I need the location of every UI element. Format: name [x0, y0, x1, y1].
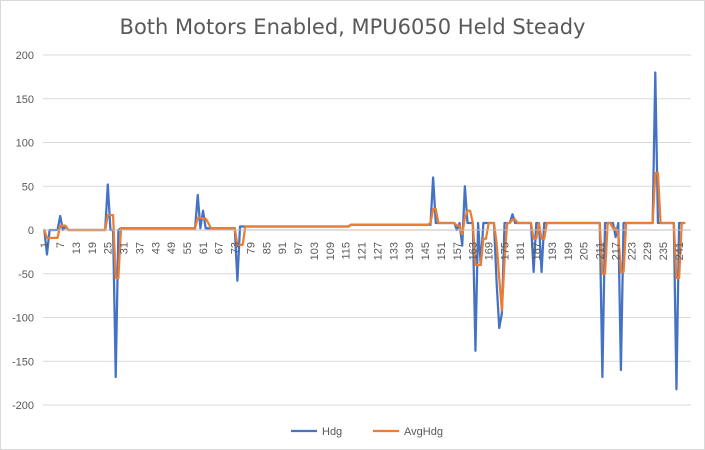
x-tick-label: 67: [214, 242, 226, 254]
x-tick-label: 205: [579, 242, 591, 260]
x-tick-label: 103: [309, 242, 321, 260]
chart-title: Both Motors Enabled, MPU6050 Held Steady: [120, 15, 586, 39]
x-tick-label: 7: [55, 242, 67, 248]
x-tick-label: 223: [626, 242, 638, 260]
x-tick-label: 187: [531, 242, 543, 260]
x-tick-label: 109: [325, 242, 337, 260]
x-tick-label: 133: [388, 242, 400, 260]
y-axis: 200 150 100 50 0 -50 -100 -150 -200: [12, 50, 34, 412]
x-tick-label: 175: [499, 242, 511, 260]
legend: Hdg AvgHdg: [291, 426, 443, 438]
legend-item-avghdg: AvgHdg: [373, 426, 443, 438]
x-tick-label: 61: [198, 242, 210, 254]
x-tick-label: 25: [103, 242, 115, 254]
x-tick-label: 13: [71, 242, 83, 254]
x-tick-label: 139: [404, 242, 416, 260]
x-tick-label: 37: [134, 242, 146, 254]
x-tick-label: 55: [182, 242, 194, 254]
x-tick-label: 121: [357, 242, 369, 260]
x-tick-label: 43: [150, 242, 162, 254]
x-tick-label: 217: [610, 242, 622, 260]
x-tick-label: 145: [420, 242, 432, 260]
x-tick-label: 157: [452, 242, 464, 260]
x-tick-label: 229: [642, 242, 654, 260]
x-tick-label: 97: [293, 242, 305, 254]
legend-label: Hdg: [322, 426, 342, 438]
series-line-hdg: [43, 71, 686, 391]
x-tick-label: 85: [261, 242, 273, 254]
y-tick-label: 0: [28, 225, 34, 237]
series-lines: [43, 71, 686, 391]
x-tick-label: 79: [245, 242, 257, 254]
x-tick-label: 1: [39, 242, 51, 248]
y-tick-label: 50: [22, 181, 34, 193]
x-tick-label: 181: [515, 242, 527, 260]
y-tick-label: -100: [12, 313, 34, 325]
x-tick-label: 19: [87, 242, 99, 254]
x-tick-label: 73: [230, 242, 242, 254]
series-line-avghdg: [43, 172, 686, 312]
x-tick-label: 199: [563, 242, 575, 260]
x-tick-label: 163: [468, 242, 480, 260]
x-tick-label: 169: [484, 242, 496, 260]
legend-label: AvgHdg: [404, 426, 443, 438]
x-tick-label: 211: [595, 242, 607, 260]
y-tick-label: -50: [18, 269, 34, 281]
y-tick-label: 100: [16, 138, 34, 150]
y-tick-label: -200: [12, 400, 34, 412]
x-tick-label: 115: [341, 242, 353, 260]
x-tick-label: 49: [166, 242, 178, 254]
x-tick-label: 193: [547, 242, 559, 260]
y-tick-label: -150: [12, 356, 34, 368]
y-tick-label: 200: [16, 50, 34, 62]
x-axis: 1 7 13 19 25 31 37 43 49 55 61 67 73 79 85 91 97 103 109 11…: [39, 229, 691, 260]
x-tick-label: 91: [277, 242, 289, 254]
y-tick-label: 150: [16, 94, 34, 106]
legend-item-hdg: Hdg: [291, 426, 342, 438]
x-tick-label: 127: [372, 242, 384, 260]
x-tick-label: 241: [674, 242, 686, 260]
x-tick-label: 235: [658, 242, 670, 260]
x-tick-label: 31: [119, 242, 131, 254]
x-tick-label: 151: [436, 242, 448, 260]
